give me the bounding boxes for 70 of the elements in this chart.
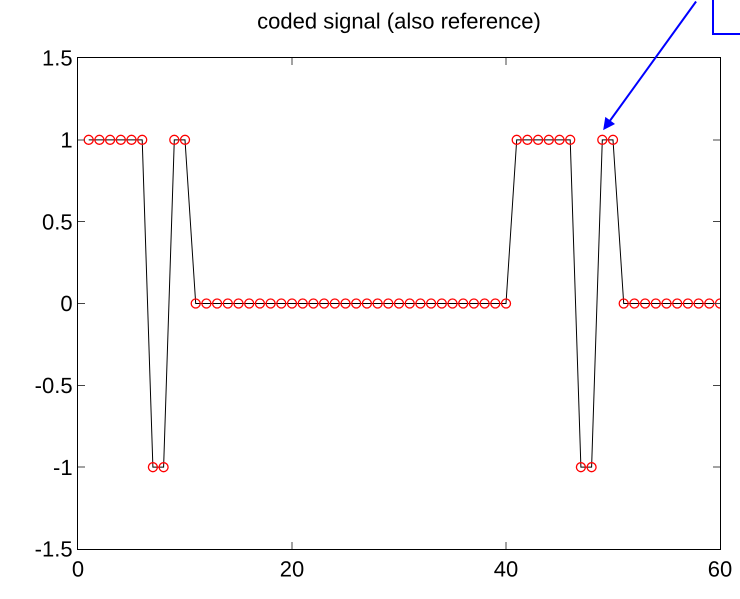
point [522, 134, 533, 145]
point [180, 134, 190, 145]
point [137, 134, 148, 145]
point [672, 298, 682, 309]
point [126, 134, 137, 145]
point [394, 298, 404, 309]
point [84, 134, 94, 145]
point [351, 298, 362, 309]
point [447, 298, 458, 309]
point [104, 134, 116, 145]
y-tick-label: 0 [60, 291, 73, 316]
point [629, 298, 640, 309]
point [169, 134, 180, 145]
x-tick-label: 40 [494, 556, 518, 582]
point [286, 298, 298, 309]
y-tick-label: -0.5 [34, 373, 73, 398]
y-tick-label: -1 [53, 454, 73, 480]
point [298, 298, 308, 309]
point [479, 298, 490, 309]
point [190, 298, 201, 309]
point [597, 134, 608, 145]
point [693, 298, 704, 309]
x-tick-label: 20 [280, 556, 304, 582]
point [458, 298, 468, 309]
point [650, 298, 661, 309]
point [318, 298, 330, 309]
point [468, 298, 480, 309]
point [233, 298, 244, 309]
point [362, 298, 372, 309]
point [682, 298, 694, 309]
point [512, 134, 522, 145]
point [372, 298, 383, 309]
point [586, 462, 597, 472]
point [554, 134, 565, 145]
point [500, 298, 512, 309]
point [490, 298, 500, 309]
point [148, 462, 158, 472]
point [94, 134, 105, 145]
point [158, 462, 169, 472]
point [640, 298, 650, 309]
point [254, 298, 266, 309]
point [116, 134, 126, 145]
x-tick-label: 60 [708, 556, 732, 582]
point [661, 298, 672, 309]
point [201, 298, 212, 309]
point [544, 134, 554, 145]
chart-title: coded signal (also reference) [257, 8, 541, 34]
point [383, 298, 394, 309]
point [222, 298, 233, 309]
point [212, 298, 222, 309]
point [340, 298, 351, 309]
point [276, 298, 286, 309]
point [426, 298, 436, 309]
point [618, 298, 629, 309]
point [704, 298, 714, 309]
y-tick-label: 0.5 [42, 209, 73, 234]
y-tick-label: -1.5 [34, 536, 73, 562]
point [608, 134, 618, 145]
point [576, 462, 586, 472]
point [404, 298, 415, 309]
point [436, 298, 447, 309]
y-tick-label: 1.5 [42, 46, 73, 71]
y-tick-label: 1 [60, 128, 73, 153]
point [330, 298, 340, 309]
point [308, 298, 319, 309]
point [565, 134, 576, 145]
point [244, 298, 254, 309]
point [415, 298, 426, 309]
point [265, 298, 276, 309]
point [532, 134, 544, 145]
